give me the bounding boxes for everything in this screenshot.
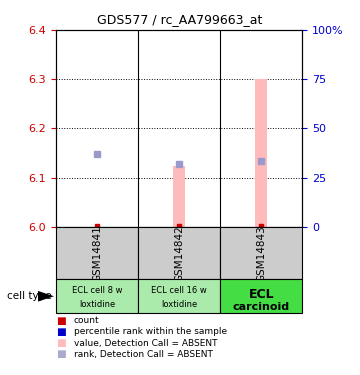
Text: ECL: ECL <box>248 288 274 301</box>
Text: cell type: cell type <box>7 291 52 301</box>
Bar <box>56 279 138 313</box>
Text: GSM14841: GSM14841 <box>92 225 102 282</box>
Text: rank, Detection Call = ABSENT: rank, Detection Call = ABSENT <box>74 350 213 359</box>
Bar <box>56 227 138 279</box>
Text: ECL cell 16 w: ECL cell 16 w <box>151 286 207 295</box>
Text: GDS577 / rc_AA799663_at: GDS577 / rc_AA799663_at <box>97 13 263 26</box>
Bar <box>138 279 220 313</box>
Text: count: count <box>74 316 99 325</box>
Text: ■: ■ <box>56 327 66 337</box>
Polygon shape <box>38 291 54 302</box>
Bar <box>138 227 220 279</box>
Text: value, Detection Call = ABSENT: value, Detection Call = ABSENT <box>74 339 217 348</box>
Bar <box>220 279 302 313</box>
Text: percentile rank within the sample: percentile rank within the sample <box>74 327 227 336</box>
Text: GSM14842: GSM14842 <box>174 225 184 282</box>
Text: ■: ■ <box>56 350 66 359</box>
Text: ECL cell 8 w: ECL cell 8 w <box>72 286 122 295</box>
Text: ■: ■ <box>56 338 66 348</box>
Text: carcinoid: carcinoid <box>233 302 290 312</box>
Bar <box>173 166 185 227</box>
Text: loxtidine: loxtidine <box>79 300 115 309</box>
Bar <box>220 227 302 279</box>
Bar <box>255 79 267 227</box>
Text: ■: ■ <box>56 316 66 326</box>
Text: loxtidine: loxtidine <box>161 300 197 309</box>
Text: GSM14843: GSM14843 <box>256 225 266 282</box>
